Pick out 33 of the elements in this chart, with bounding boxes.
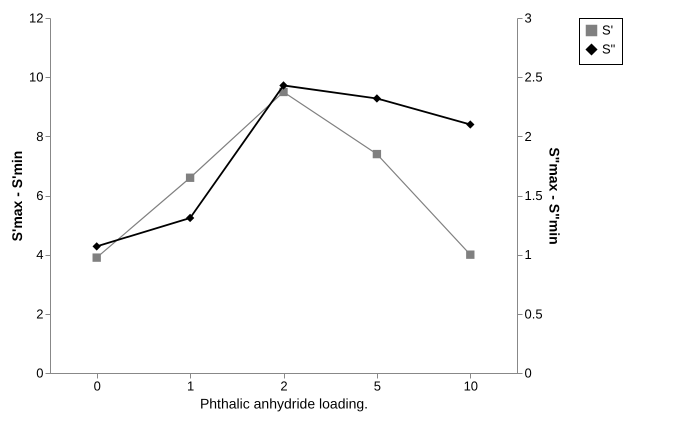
legend-label: S" (602, 42, 616, 56)
y2-tick-label: 1.5 (524, 188, 543, 203)
y2-tick-label: 2 (524, 128, 532, 144)
y2-tick-label: 2.5 (524, 70, 543, 85)
y2-tick-label: 3 (524, 10, 532, 26)
y-tick-label: 2 (36, 306, 44, 322)
y-tick-label: 10 (29, 70, 44, 85)
y2-axis-title: S"max - S"min (546, 147, 563, 245)
point (279, 81, 288, 90)
y2-tick-label: 0 (524, 366, 532, 380)
point (372, 94, 382, 103)
x-tick-label: 1 (186, 378, 194, 394)
point (186, 214, 194, 222)
y-tick-label: 4 (36, 247, 44, 262)
x-tick-label: 0 (94, 378, 101, 394)
legend-label: S' (602, 22, 614, 38)
y2-tick-label: 1 (524, 247, 532, 262)
x-tick-label: 2 (280, 378, 288, 394)
y-tick-label: 12 (29, 10, 44, 26)
y-axis-title: S'max - S'min (9, 150, 26, 242)
point (466, 120, 474, 129)
point (92, 242, 101, 251)
point (466, 250, 474, 259)
point (186, 174, 194, 182)
y-tick-label: 6 (36, 188, 44, 203)
x-axis-title: Phthalic anhydride loading. (200, 396, 368, 412)
point (372, 150, 382, 158)
point (92, 253, 101, 262)
y2-tick-label: 0.5 (524, 306, 543, 322)
y-tick-label: 8 (36, 128, 44, 144)
x-tick-label: 5 (374, 378, 382, 394)
x-tick-label: 10 (464, 378, 478, 394)
y-tick-label: 0 (36, 366, 44, 380)
